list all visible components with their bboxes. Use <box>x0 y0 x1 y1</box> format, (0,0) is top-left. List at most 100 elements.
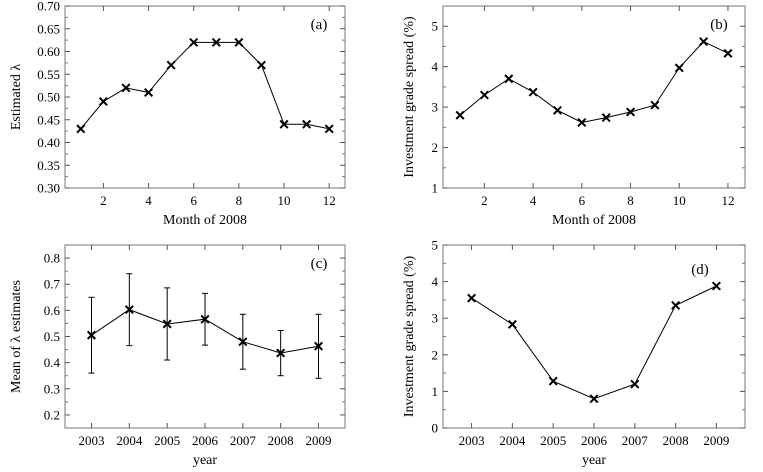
panel-label: (d) <box>691 262 709 278</box>
data-point <box>699 37 709 47</box>
data-point <box>630 379 640 389</box>
y-tick-label: 2 <box>432 347 439 362</box>
data-point <box>234 37 244 47</box>
y-tick-label: 5 <box>432 19 439 34</box>
y-tick-label: 5 <box>432 238 439 253</box>
data-point <box>276 348 286 358</box>
y-tick-label: 0.3 <box>44 381 60 396</box>
data-point <box>504 74 514 84</box>
marker-stroke <box>626 107 636 117</box>
marker-stroke <box>723 48 733 58</box>
x-tick-label: 2 <box>100 193 107 208</box>
marker-stroke <box>98 97 108 107</box>
data-point <box>166 60 176 70</box>
x-tick-label: 8 <box>236 193 243 208</box>
marker-stroke <box>276 348 286 358</box>
marker-stroke <box>671 300 681 310</box>
x-tick-label: 2 <box>481 193 488 208</box>
marker-stroke <box>504 74 514 84</box>
x-tick-label: 2006 <box>581 433 608 448</box>
marker-stroke <box>711 281 721 291</box>
x-tick-label: 2008 <box>663 433 689 448</box>
marker-stroke <box>256 60 266 70</box>
data-point <box>671 300 681 310</box>
x-tick-label: 8 <box>627 193 634 208</box>
data-point <box>238 337 248 347</box>
data-point <box>189 37 199 47</box>
y-tick-label: 0.5 <box>44 329 60 344</box>
data-point <box>589 394 599 404</box>
y-tick-label: 0.2 <box>44 407 60 422</box>
x-tick-label: 2008 <box>268 433 294 448</box>
x-tick-label: 2009 <box>703 433 729 448</box>
x-axis-label: year <box>582 453 606 468</box>
marker-stroke <box>234 37 244 47</box>
x-tick-label: 10 <box>673 193 686 208</box>
marker-stroke <box>144 87 154 97</box>
y-tick-label: 0.30 <box>37 181 60 196</box>
series-line <box>80 41 330 130</box>
data-point <box>467 293 477 303</box>
data-point <box>200 314 210 324</box>
data-point <box>279 119 289 129</box>
y-tick-label: 1 <box>432 384 439 399</box>
panel-3: 0.2 0.3 0.4 0.5 0.6 0.7 0.8 2003 2004 2005 2006 200… <box>9 244 346 468</box>
series-line <box>471 285 717 400</box>
data-point <box>528 87 538 97</box>
marker-stroke <box>86 330 96 340</box>
marker-stroke <box>674 63 684 73</box>
x-tick-label: 10 <box>278 193 291 208</box>
y-tick-label: 1 <box>432 181 439 196</box>
y-tick-label: 0.55 <box>37 67 60 82</box>
data-point <box>324 124 334 134</box>
y-tick-label: 0.6 <box>44 303 61 318</box>
x-tick-label: 2006 <box>192 433 219 448</box>
marker-stroke <box>589 394 599 404</box>
plot-frame <box>442 5 746 189</box>
marker-stroke <box>211 37 221 47</box>
data-point <box>124 305 134 315</box>
data-point <box>302 119 312 129</box>
marker-stroke <box>324 124 334 134</box>
y-tick-label: 3 <box>432 311 439 326</box>
y-tick-label: 0.40 <box>37 135 60 150</box>
data-point <box>256 60 266 70</box>
marker-stroke <box>650 100 660 110</box>
x-tick-label: 12 <box>721 193 734 208</box>
y-axis-label: Investment grade spread (%) <box>402 256 417 418</box>
y-tick-label: 2 <box>432 140 439 155</box>
x-axis-label: Month of 2008 <box>552 213 636 228</box>
y-tick-label: 0.45 <box>37 112 60 127</box>
data-point <box>507 319 517 329</box>
marker-stroke <box>601 113 611 123</box>
panel-label: (a) <box>311 17 328 33</box>
marker-stroke <box>699 37 709 47</box>
x-axis-label: Month of 2008 <box>163 213 247 228</box>
panel-label: (b) <box>710 17 728 33</box>
marker-stroke <box>302 119 312 129</box>
y-tick-label: 0.7 <box>44 277 61 292</box>
data-point <box>211 37 221 47</box>
marker-stroke <box>166 60 176 70</box>
x-tick-label: 6 <box>579 193 586 208</box>
data-point <box>162 319 172 329</box>
x-tick-label: 4 <box>145 193 152 208</box>
data-point <box>626 107 636 117</box>
data-point <box>577 117 587 127</box>
panel-label: (c) <box>311 256 328 272</box>
data-point <box>723 48 733 58</box>
x-tick-label: 6 <box>190 193 197 208</box>
data-point <box>121 83 131 93</box>
y-tick-label: 0.70 <box>37 0 60 14</box>
marker-stroke <box>548 376 558 386</box>
x-tick-label: 2003 <box>459 433 485 448</box>
marker-stroke <box>238 337 248 347</box>
x-tick-label: 2005 <box>540 433 566 448</box>
data-point <box>711 281 721 291</box>
data-point <box>144 87 154 97</box>
marker-stroke <box>507 319 517 329</box>
marker-stroke <box>479 90 489 100</box>
data-point <box>674 63 684 73</box>
